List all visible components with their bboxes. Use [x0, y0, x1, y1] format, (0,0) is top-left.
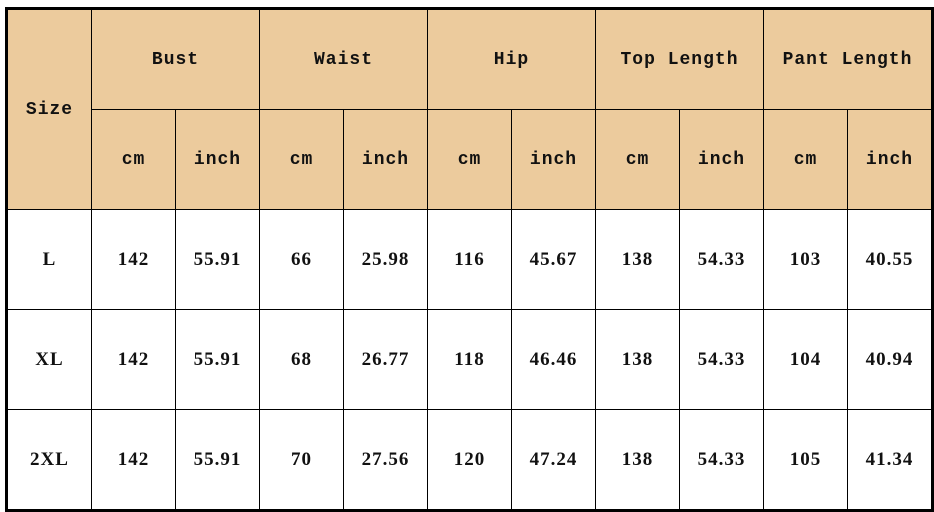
group-header-pant-length: Pant Length	[763, 8, 933, 110]
value-cell: 142	[91, 209, 176, 310]
value-cell: 138	[595, 209, 680, 310]
table-row: 2XL 142 55.91 70 27.56 120 47.24 138 54.33 105 41.…	[6, 409, 933, 511]
table-row: XL 142 55.91 68 26.77 118 46.46 138 54.33 104 40.9…	[6, 309, 933, 410]
group-header-hip: Hip	[427, 8, 596, 110]
value-cell: 68	[259, 309, 344, 410]
unit-header-cm: cm	[763, 109, 848, 210]
value-cell: 116	[427, 209, 512, 310]
value-cell: 45.67	[511, 209, 596, 310]
value-cell: 40.55	[847, 209, 933, 310]
value-cell: 103	[763, 209, 848, 310]
unit-header-inch: inch	[175, 109, 260, 210]
unit-header-inch: inch	[343, 109, 428, 210]
unit-header-inch: inch	[847, 109, 933, 210]
header-row-groups: Size Bust Waist Hip Top Length Pant Leng…	[6, 8, 933, 210]
value-cell: 40.94	[847, 309, 933, 410]
size-cell: 2XL	[6, 409, 92, 511]
unit-header-cm: cm	[91, 109, 176, 210]
unit-header-cm: cm	[427, 109, 512, 210]
size-chart-table: Size Bust Waist Hip Top Length Pant Leng…	[5, 7, 934, 512]
value-cell: 70	[259, 409, 344, 511]
value-cell: 104	[763, 309, 848, 410]
value-cell: 26.77	[343, 309, 428, 410]
value-cell: 46.46	[511, 309, 596, 410]
size-cell: XL	[6, 309, 92, 410]
value-cell: 142	[91, 309, 176, 410]
value-cell: 120	[427, 409, 512, 511]
value-cell: 54.33	[679, 309, 764, 410]
value-cell: 47.24	[511, 409, 596, 511]
table-row: L 142 55.91 66 25.98 116 45.67 138 54.33 103 40.55	[6, 209, 933, 310]
value-cell: 55.91	[175, 309, 260, 410]
size-cell: L	[6, 209, 92, 310]
unit-header-cm: cm	[595, 109, 680, 210]
value-cell: 142	[91, 409, 176, 511]
value-cell: 27.56	[343, 409, 428, 511]
header-row-units: cm inch cm inch cm inch cm inch cm inch	[7, 109, 933, 210]
value-cell: 105	[763, 409, 848, 511]
value-cell: 138	[595, 409, 680, 511]
size-header: Size	[6, 8, 92, 210]
unit-header-inch: inch	[679, 109, 764, 210]
group-header-waist: Waist	[259, 8, 428, 110]
value-cell: 41.34	[847, 409, 933, 511]
value-cell: 55.91	[175, 409, 260, 511]
value-cell: 54.33	[679, 209, 764, 310]
group-header-bust: Bust	[91, 8, 260, 110]
value-cell: 66	[259, 209, 344, 310]
value-cell: 118	[427, 309, 512, 410]
value-cell: 25.98	[343, 209, 428, 310]
unit-header-inch: inch	[511, 109, 596, 210]
value-cell: 55.91	[175, 209, 260, 310]
unit-header-cm: cm	[259, 109, 344, 210]
value-cell: 138	[595, 309, 680, 410]
value-cell: 54.33	[679, 409, 764, 511]
group-header-top-length: Top Length	[595, 8, 764, 110]
